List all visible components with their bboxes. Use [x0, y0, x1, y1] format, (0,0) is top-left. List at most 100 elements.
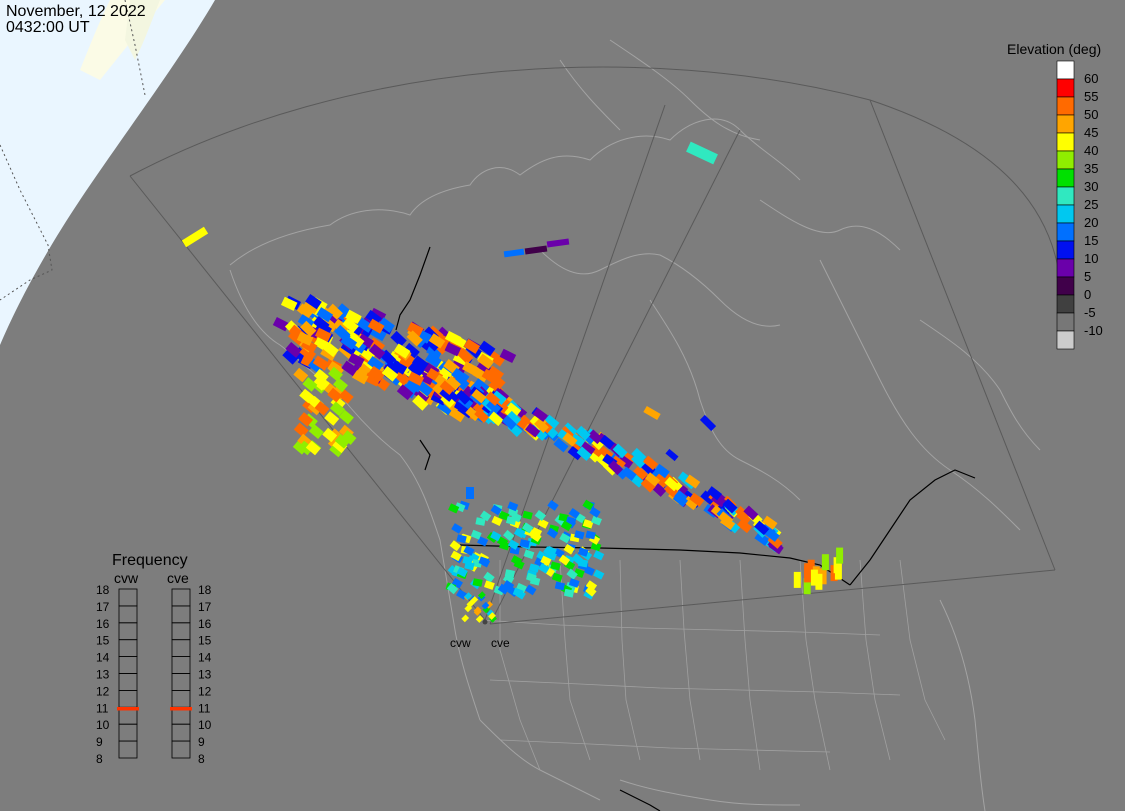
echo-cell — [589, 506, 601, 518]
echo-cell — [406, 330, 423, 347]
echo-cell — [327, 387, 343, 403]
echo-cell — [502, 580, 515, 591]
fov-east-arc-edge — [869, 99, 1056, 571]
echo-cell — [453, 374, 470, 391]
frequency-tick-label: 13 — [96, 668, 110, 682]
legend-tick-label: 5 — [1084, 269, 1091, 284]
echo-cell — [456, 566, 468, 578]
echo-cell — [412, 394, 429, 411]
legend-tick-label: 30 — [1084, 179, 1098, 194]
echo-cell — [585, 530, 596, 540]
station-label-cve: cve — [491, 636, 510, 650]
echo-cell — [754, 531, 770, 546]
echo-cell — [524, 245, 548, 255]
echo-cell — [305, 440, 321, 456]
echo-cell — [821, 554, 829, 571]
frequency-tick-label: 17 — [96, 600, 110, 614]
echo-cell — [446, 583, 459, 595]
echo-cell — [464, 604, 473, 613]
echo-cell — [282, 348, 299, 365]
echo-cell — [439, 387, 455, 402]
echo-cell — [506, 410, 522, 426]
echo-cell — [631, 447, 647, 463]
echo-cell — [528, 563, 540, 573]
echo-cell — [368, 343, 386, 360]
echo-cell — [455, 389, 471, 405]
echo-cell — [357, 333, 374, 349]
echo-cell — [665, 448, 679, 462]
echo-cell — [574, 530, 585, 540]
echo-cell — [793, 571, 801, 588]
echo-cell — [836, 547, 844, 564]
echo-cell — [403, 342, 420, 359]
echo-cell — [439, 380, 455, 395]
echo-cell — [804, 566, 812, 583]
echo-cell — [345, 309, 362, 325]
echo-cell — [407, 361, 425, 378]
echo-cell — [589, 443, 605, 458]
frequency-marker — [117, 706, 139, 711]
legend-tick-label: 55 — [1084, 89, 1098, 104]
echo-cell — [575, 425, 591, 441]
frequency-tick-label: 12 — [96, 684, 110, 698]
echo-cell — [593, 569, 605, 580]
frequency-title: Frequency — [112, 552, 188, 569]
echo-cell — [407, 321, 424, 337]
echo-cell — [342, 317, 359, 334]
echo-cell — [338, 409, 354, 425]
echo-cell — [735, 506, 750, 521]
legend-tick-label: 0 — [1084, 287, 1091, 302]
echo-cell — [803, 578, 811, 595]
echo-cell — [381, 366, 399, 382]
legend-tick-label: 50 — [1084, 107, 1098, 122]
legend-tick-label: 60 — [1084, 71, 1098, 86]
echo-cell — [351, 369, 369, 385]
echo-cell — [576, 446, 592, 461]
echo-cell — [631, 453, 646, 469]
echo-cell — [302, 377, 318, 392]
legend-swatch — [1056, 294, 1075, 314]
echo-cell — [547, 499, 559, 511]
echo-cell — [463, 338, 481, 354]
echo-cell — [580, 441, 596, 456]
echo-cell — [328, 366, 343, 382]
echo-cell — [484, 580, 495, 590]
echo-cell — [465, 406, 481, 422]
echo-cell — [280, 296, 298, 311]
echo-cell — [347, 332, 365, 349]
echo-cell — [181, 226, 209, 248]
legend-swatch — [1056, 186, 1075, 206]
echo-cell — [546, 238, 570, 248]
echo-cell — [300, 320, 317, 338]
echo-cell — [544, 414, 560, 430]
legend-tick-label: -5 — [1084, 305, 1096, 320]
echo-cell — [293, 422, 309, 438]
echo-cell — [461, 614, 470, 623]
frequency-cell — [118, 740, 138, 759]
echo-cell — [545, 545, 557, 556]
coastlines — [229, 39, 1041, 811]
legend-title: Elevation (deg) — [1007, 41, 1101, 57]
echo-cell — [444, 342, 462, 357]
echo-cell — [475, 517, 486, 526]
echo-cell — [314, 375, 330, 391]
echo-cell — [456, 534, 467, 544]
echo-cell — [478, 556, 490, 567]
echo-cell — [722, 498, 738, 514]
time-label: 0432:00 UT — [6, 19, 90, 36]
echo-cell — [577, 558, 589, 568]
echo-cell — [523, 549, 535, 560]
echo-cell — [491, 515, 503, 526]
echo-cell — [488, 612, 496, 620]
echo-cell — [481, 368, 499, 384]
sunlit-inner-region — [125, 0, 160, 60]
echo-cell — [525, 423, 541, 438]
echo-cell — [507, 539, 520, 550]
echo-cell — [699, 414, 717, 432]
frequency-panel: Frequency cvw cve 18 17 16 15 14 13 12 11 10 9 8 18… — [96, 552, 212, 766]
frequency-tick-label: 14 — [96, 651, 110, 665]
echo-cell — [663, 483, 679, 499]
legend-tick-label: -10 — [1084, 323, 1103, 338]
echo-cell — [559, 532, 571, 544]
